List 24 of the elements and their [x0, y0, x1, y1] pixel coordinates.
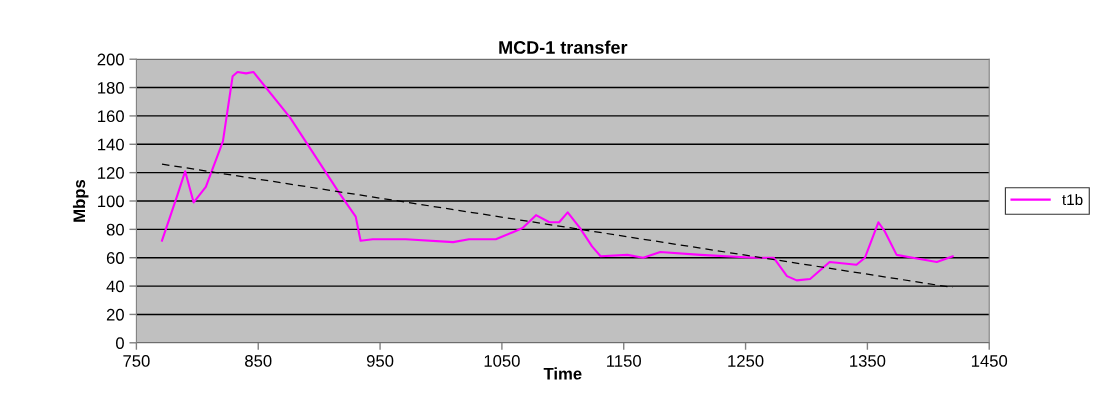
x-tick-label: 1050 — [484, 355, 520, 367]
y-tick-label: 180 — [98, 81, 124, 94]
y-tick-label: 80 — [106, 223, 124, 236]
y-tick-label: 60 — [106, 252, 124, 264]
y-tick-label: 140 — [98, 138, 124, 151]
y-tick-label: 100 — [98, 195, 124, 208]
x-axis-title: Time — [543, 367, 582, 380]
y-tick-label: 20 — [106, 308, 124, 321]
x-tick-label: 750 — [123, 355, 150, 367]
y-tick-label: 120 — [98, 167, 124, 179]
x-tick-label: 1450 — [971, 355, 1008, 367]
x-tick-label: 850 — [245, 355, 272, 367]
line-series — [160, 70, 954, 282]
x-tick-label: 1350 — [850, 355, 886, 367]
x-tick-label: 950 — [366, 355, 394, 367]
y-tick-label: 0 — [115, 337, 124, 349]
y-tick-label: 40 — [106, 280, 124, 293]
y-tick-label: 160 — [98, 110, 124, 123]
x-tick-label: 1250 — [728, 355, 764, 367]
y-axis-title: Mbps — [72, 179, 89, 222]
chart-title: MCD-1 transfer — [499, 40, 628, 54]
legend-label: t1b — [1062, 193, 1083, 206]
x-tick-label: 1150 — [607, 355, 642, 367]
y-tick-label: 200 — [97, 53, 124, 66]
